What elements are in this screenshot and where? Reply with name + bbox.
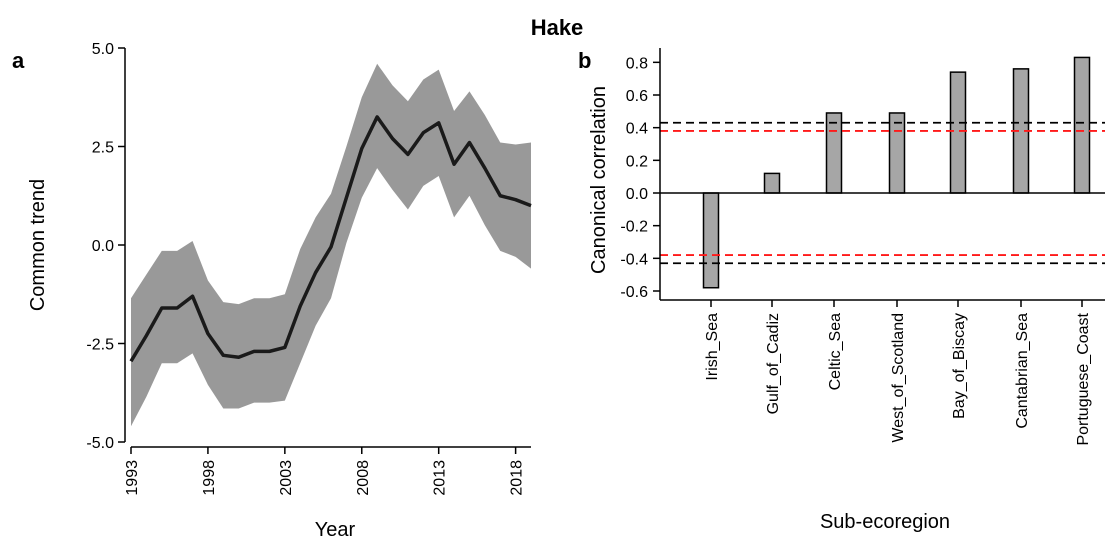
y-tick-label: 0.6: [626, 88, 648, 105]
y-axis-title: Common trend: [27, 179, 49, 311]
reference-lines: [660, 121, 1105, 265]
y-tick-label: -0.2: [620, 219, 648, 236]
x-tick-label: Portuguese_Coast: [1075, 312, 1092, 445]
x-tick-label: West_of_Scotland: [890, 313, 907, 443]
y-tick-label: -0.6: [620, 284, 648, 301]
y-ticks: 0.8 0.6 0.4 0.2 0.0 -0.2 -0.4 -0.6: [620, 55, 660, 301]
x-tick-label: 2018: [509, 460, 526, 496]
bar-gulf-of-cadiz: [763, 172, 781, 194]
y-tick-label: 2.5: [92, 140, 114, 157]
y-tick-label: 5.0: [92, 41, 114, 58]
bar-celtic-sea: [825, 112, 843, 194]
y-tick-label: 0.4: [626, 121, 648, 138]
x-tick-label: Bay_of_Biscay: [951, 313, 968, 419]
x-tick-label: Irish_Sea: [704, 313, 721, 381]
bar-portuguese-coast: [1073, 56, 1091, 194]
figure-title: Hake: [531, 15, 584, 40]
panel-a-letter: a: [12, 48, 25, 73]
y-tick-label: 0.2: [626, 153, 648, 170]
y-ticks: 5.0 2.5 0.0 -2.5 -5.0: [86, 41, 125, 452]
bar-irish-sea: [702, 192, 720, 289]
y-tick-label: -5.0: [86, 435, 114, 452]
x-ticks: Irish_Sea Gulf_of_Cadiz Celtic_Sea West_of_…: [704, 300, 1092, 446]
bar-west-of-scotland: [888, 112, 906, 194]
panel-a-chart: a 5.0 2.5 0.0 -2.5 -5.0 1993 1998 2003 2008 2013…: [12, 41, 532, 539]
y-tick-label: 0.0: [92, 238, 114, 255]
x-tick-label: 1998: [201, 460, 218, 496]
bar-bay-of-biscay: [949, 71, 967, 194]
x-tick-label: Celtic_Sea: [827, 313, 844, 390]
x-tick-label: 2003: [278, 460, 295, 496]
trend-line-group: [129, 115, 532, 363]
panel-b-letter: b: [578, 48, 591, 73]
y-tick-label: -2.5: [86, 337, 114, 354]
panel-b-chart: b 0.8 0.6 0.4 0.2 0.0 -0.2 -0.4 -0.6 Irish_Sea G…: [578, 48, 1105, 533]
x-tick-label: 2008: [355, 460, 372, 496]
y-tick-label: -0.4: [620, 251, 648, 268]
x-tick-label: 1993: [124, 460, 141, 496]
bar-group: [702, 56, 1091, 289]
x-tick-label: Cantabrian_Sea: [1014, 313, 1031, 429]
x-tick-label: Gulf_of_Cadiz: [765, 313, 782, 414]
x-axis-title: Year: [315, 519, 356, 539]
y-axis-title: Canonical correlation: [588, 86, 610, 274]
y-tick-label: 0.8: [626, 55, 648, 72]
x-axis-title: Sub-ecoregion: [820, 511, 950, 533]
x-ticks: 1993 1998 2003 2008 2013 2018: [124, 447, 526, 496]
x-tick-label: 2013: [432, 460, 449, 496]
y-tick-label: 0.0: [626, 186, 648, 203]
